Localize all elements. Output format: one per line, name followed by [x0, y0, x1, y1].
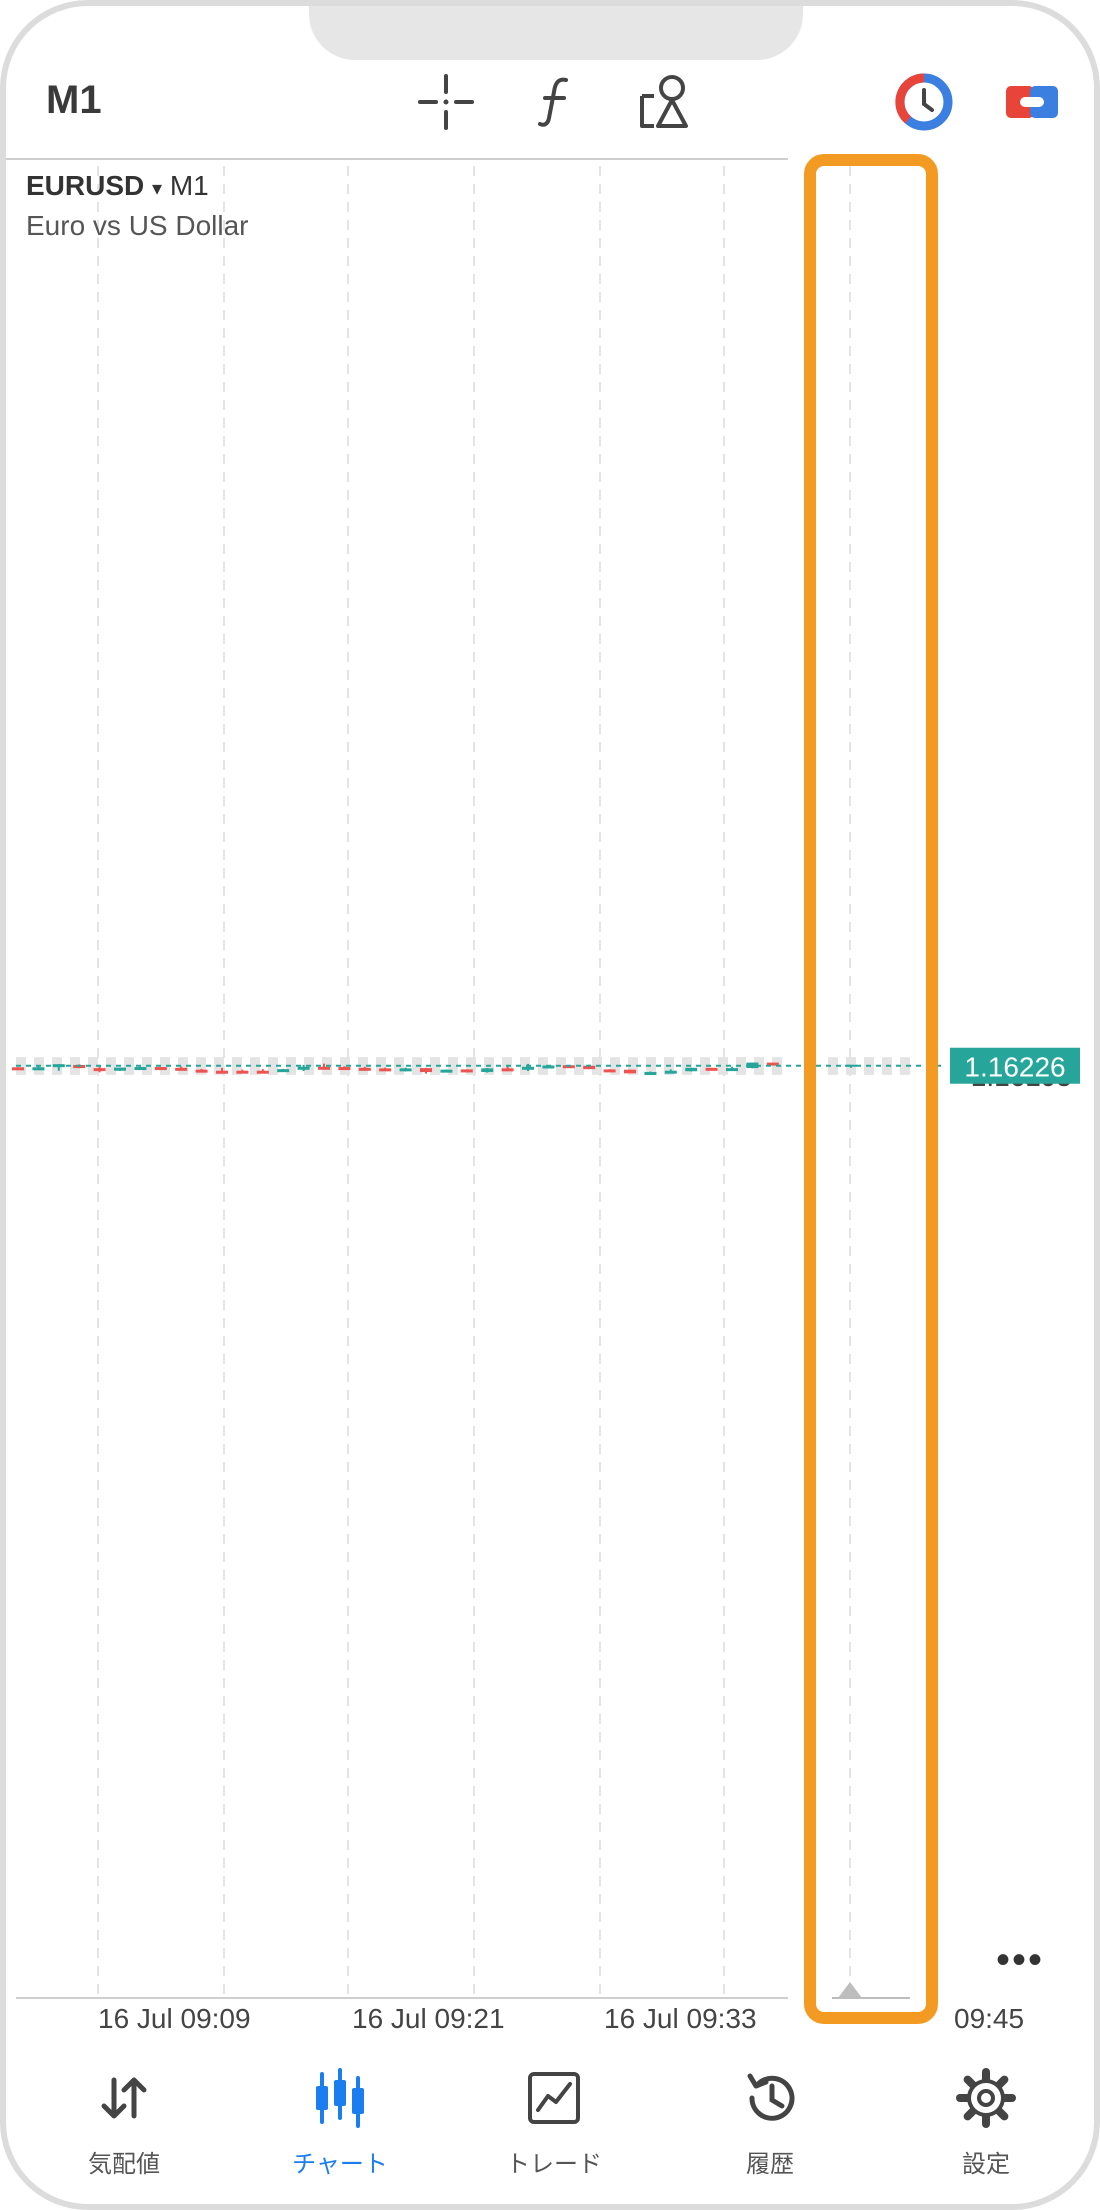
candle-body [399, 1068, 412, 1072]
x-tick-label: 09:45 [954, 2003, 1024, 2034]
crosshair-icon[interactable] [416, 72, 476, 132]
candle-body [134, 1067, 147, 1071]
symbol-description: Euro vs US Dollar [26, 210, 249, 241]
candle-body [175, 1067, 188, 1071]
candle-body [624, 1069, 636, 1074]
more-options-icon[interactable]: ••• [996, 1938, 1045, 1982]
candle-body [277, 1069, 290, 1073]
candle-body [216, 1070, 228, 1074]
one-click-trading-icon[interactable] [894, 72, 954, 132]
current-price-label: 1.16226 [964, 1052, 1065, 1083]
candle-body [542, 1065, 555, 1069]
candle-body [522, 1066, 534, 1070]
candle-body [746, 1062, 759, 1069]
candle-body [114, 1067, 126, 1071]
volume-marker [838, 1982, 862, 1998]
history-icon [747, 2073, 795, 2121]
candle-body [501, 1068, 514, 1072]
device-notch [309, 6, 803, 60]
candle-body [583, 1065, 596, 1070]
candle-body [644, 1072, 657, 1076]
nav-item-chart[interactable]: チャート [260, 2066, 420, 2179]
x-tick-label: 16 Jul 09:33 [604, 2003, 757, 2034]
nav-label-chart: チャート [292, 2151, 388, 2178]
nav-label-quotes: 気配値 [88, 2151, 160, 2178]
chart-icon [316, 2068, 364, 2128]
candle-body [318, 1066, 330, 1070]
nav-label-settings: 設定 [962, 2151, 1010, 2178]
candle-body [460, 1069, 473, 1073]
settings-icon [956, 2068, 1016, 2128]
x-tick-label: 16 Jul 09:09 [98, 2003, 251, 2034]
candle-body [358, 1067, 371, 1071]
nav-label-history: 履歴 [746, 2151, 794, 2178]
nav-item-quotes[interactable]: 気配値 [44, 2066, 204, 2179]
symbol-name: EURUSD [26, 170, 145, 201]
nav-item-trade[interactable]: トレード [474, 2066, 634, 2179]
candle-body [603, 1069, 616, 1073]
price-chart[interactable]: 1.162551.162501.162451.162401.162351.162… [6, 156, 1096, 2036]
candle-body [664, 1070, 677, 1074]
symbol-dropdown-icon: ▾ [152, 178, 163, 200]
function-icon[interactable] [526, 72, 586, 132]
candle-body [481, 1068, 494, 1073]
nav-item-history[interactable]: 履歴 [690, 2066, 850, 2179]
timeframe-button[interactable]: M1 [46, 78, 102, 122]
nav-label-trade: トレード [506, 2151, 602, 2178]
candle-body [726, 1068, 738, 1072]
candle-body [379, 1068, 392, 1072]
candle-body [93, 1068, 106, 1072]
candle-body [12, 1067, 24, 1071]
candle-body [195, 1069, 208, 1073]
candle-body [236, 1070, 249, 1074]
candle-body [440, 1069, 453, 1073]
candle-body [32, 1067, 45, 1071]
account-icon[interactable] [1002, 72, 1062, 132]
objects-icon[interactable] [636, 72, 696, 132]
candle-body [297, 1066, 310, 1070]
highlight-box [804, 154, 938, 2024]
candle-body [420, 1068, 432, 1073]
symbol-timeframe: M1 [169, 170, 209, 201]
nav-item-settings[interactable]: 設定 [906, 2066, 1066, 2179]
candle-body [154, 1067, 167, 1071]
bottom-navigation: 気配値 チャート トレード [6, 2046, 1094, 2204]
top-toolbar: M1 [6, 6, 1094, 156]
current-price-badge [950, 1047, 1080, 1084]
toolbar-divider [6, 158, 788, 160]
candle-body [705, 1067, 718, 1071]
candle-body [766, 1062, 779, 1066]
candle-body [338, 1067, 351, 1071]
candle-body [685, 1067, 698, 1072]
trade-icon [528, 2072, 580, 2124]
candle-body [256, 1070, 269, 1074]
quotes-icon [101, 2077, 147, 2119]
chart-symbol-header[interactable]: EURUSD ▾ M1 [26, 170, 209, 202]
x-tick-label: 16 Jul 09:21 [352, 2003, 505, 2034]
